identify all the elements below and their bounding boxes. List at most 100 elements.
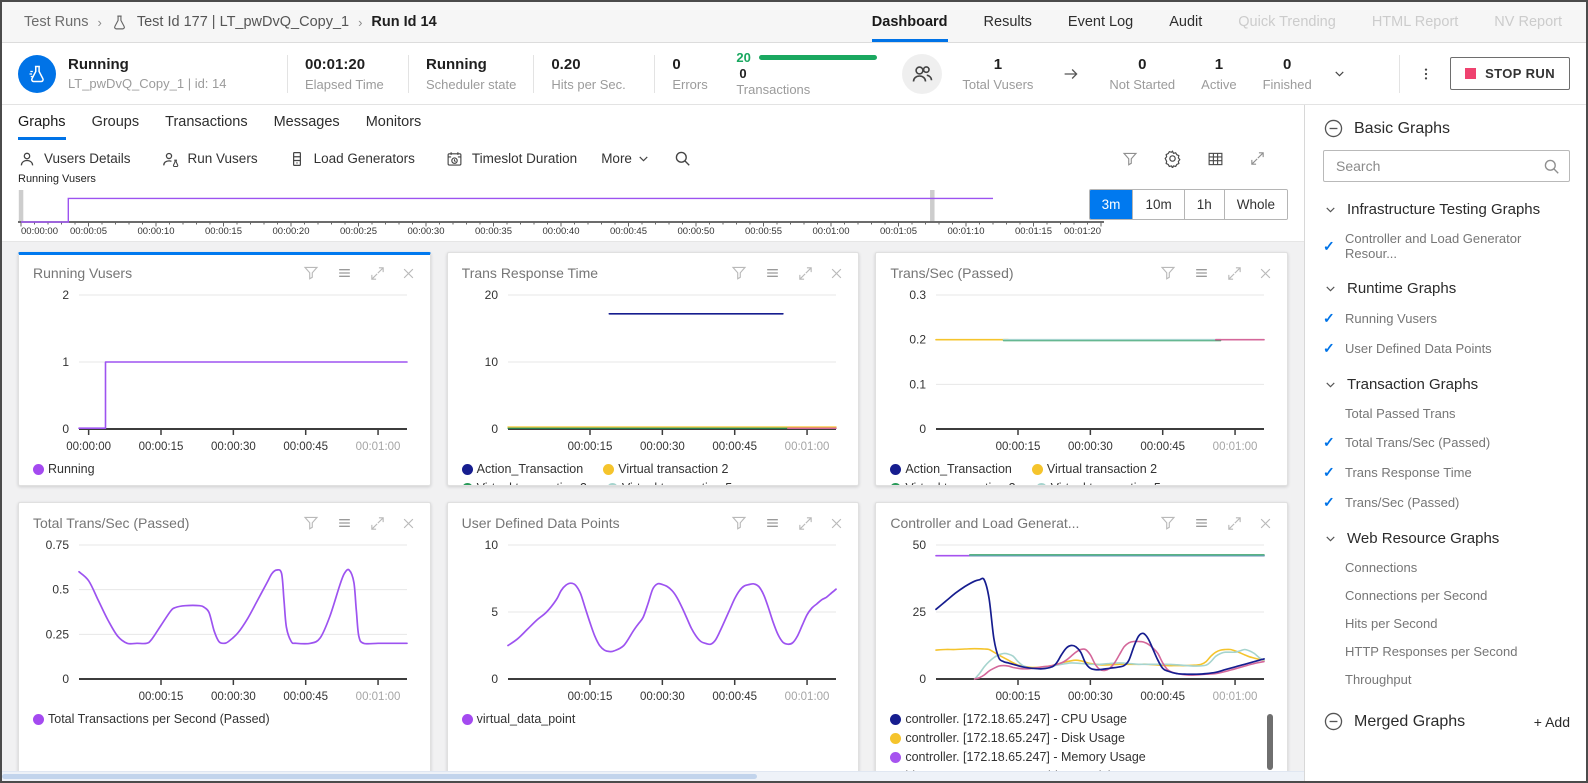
tab-messages[interactable]: Messages xyxy=(274,114,340,140)
breadcrumb-test-id[interactable]: Test Id 177 | LT_pwDvQ_Copy_1 xyxy=(137,14,349,30)
close-icon[interactable] xyxy=(1258,516,1273,531)
close-icon[interactable] xyxy=(1258,266,1273,281)
legend-item[interactable]: Running xyxy=(33,462,95,476)
close-icon[interactable] xyxy=(829,516,844,531)
report-tab-dashboard[interactable]: Dashboard xyxy=(872,2,948,42)
legend-item[interactable]: Virtual transaction 2 xyxy=(1032,462,1157,476)
legend-item[interactable]: Virtual transaction 5 xyxy=(607,481,732,486)
filter-icon[interactable] xyxy=(730,264,748,282)
scrollbar-thumb[interactable] xyxy=(2,774,757,779)
sidebar-group-runtime-graphs[interactable]: Runtime Graphs xyxy=(1323,280,1570,297)
graph-card-user-defined-data-points[interactable]: User Defined Data Points051000:00:1500:0… xyxy=(447,502,860,771)
filter-icon[interactable] xyxy=(1121,150,1139,168)
more-actions-kebab-icon[interactable] xyxy=(1418,64,1434,84)
sidebar-item-throughput[interactable]: Throughput xyxy=(1323,672,1570,687)
legend-item[interactable]: Action_Transaction xyxy=(890,462,1012,476)
sidebar-item-trans-response-time[interactable]: ✓Trans Response Time xyxy=(1323,464,1570,481)
sidebar-group-web-resource-graphs[interactable]: Web Resource Graphs xyxy=(1323,530,1570,547)
settings-icon[interactable] xyxy=(1163,149,1182,168)
graph-card-controller-and-load-generat[interactable]: Controller and Load Generat...0255000:00… xyxy=(875,502,1288,771)
filter-icon[interactable] xyxy=(302,264,320,282)
time-range-whole[interactable]: Whole xyxy=(1224,190,1287,219)
hamburger-icon[interactable] xyxy=(335,515,354,531)
sidebar-item-hits-per-second[interactable]: Hits per Second xyxy=(1323,616,1570,631)
sidebar-item-total-passed-trans[interactable]: Total Passed Trans xyxy=(1323,406,1570,421)
search-icon[interactable] xyxy=(1542,157,1561,176)
time-range-1h[interactable]: 1h xyxy=(1184,190,1224,219)
hamburger-icon[interactable] xyxy=(1192,515,1211,531)
hamburger-icon[interactable] xyxy=(1192,265,1211,281)
filter-icon[interactable] xyxy=(302,514,320,532)
timeline-chart[interactable]: 00:00:0000:00:0500:00:1000:00:1500:00:20… xyxy=(18,186,1104,236)
legend-item[interactable]: controller. [172.18.65.247] - CPU Usage xyxy=(890,712,1127,726)
vusers-timeline[interactable]: Running Vusers 00:00:0000:00:0500:00:100… xyxy=(18,173,1075,236)
close-icon[interactable] xyxy=(401,266,416,281)
report-tab-results[interactable]: Results xyxy=(984,2,1032,42)
graph-card-trans-response-time[interactable]: Trans Response Time0102000:00:1500:00:30… xyxy=(447,252,860,486)
legend-item[interactable]: Action_Transaction xyxy=(462,462,584,476)
run-vusers-button[interactable]: Run Vusers xyxy=(161,150,258,168)
expand-icon[interactable] xyxy=(1226,515,1243,532)
graph-card-total-trans-sec-passed[interactable]: Total Trans/Sec (Passed)00.250.50.7500:0… xyxy=(18,502,431,771)
time-range-3m[interactable]: 3m xyxy=(1090,190,1133,219)
legend-item[interactable]: virtual_data_point xyxy=(462,712,576,726)
legend-item[interactable]: Virtual transaction 2 xyxy=(603,462,728,476)
expand-icon[interactable] xyxy=(369,515,386,532)
sidebar-item-connections-per-second[interactable]: Connections per Second xyxy=(1323,588,1570,603)
vusers-details-button[interactable]: Vusers Details xyxy=(18,150,131,168)
sidebar-group-infrastructure-testing-graphs[interactable]: Infrastructure Testing Graphs xyxy=(1323,201,1570,218)
expand-icon[interactable] xyxy=(1249,150,1266,167)
expand-icon[interactable] xyxy=(1226,265,1243,282)
filter-icon[interactable] xyxy=(1159,514,1177,532)
legend-scrollbar-thumb[interactable] xyxy=(1267,714,1273,770)
basic-graphs-header[interactable]: Basic Graphs xyxy=(1323,118,1570,139)
filter-icon[interactable] xyxy=(1159,264,1177,282)
breadcrumb-test-runs[interactable]: Test Runs xyxy=(24,14,88,30)
sidebar-item-http-responses-per-second[interactable]: HTTP Responses per Second xyxy=(1323,644,1570,659)
vusers-expand-chevron[interactable] xyxy=(1332,66,1347,81)
legend-item[interactable]: Total Transactions per Second (Passed) xyxy=(33,712,270,726)
timeslot-duration-button[interactable]: Timeslot Duration xyxy=(445,150,577,168)
collapse-icon[interactable] xyxy=(1323,711,1344,732)
tab-transactions[interactable]: Transactions xyxy=(165,114,247,140)
close-icon[interactable] xyxy=(829,266,844,281)
tab-graphs[interactable]: Graphs xyxy=(18,114,66,140)
hamburger-icon[interactable] xyxy=(763,515,782,531)
sidebar-item-connections[interactable]: Connections xyxy=(1323,560,1570,575)
report-tab-audit[interactable]: Audit xyxy=(1169,2,1202,42)
stop-run-button[interactable]: STOP RUN xyxy=(1450,57,1570,90)
close-icon[interactable] xyxy=(401,516,416,531)
expand-icon[interactable] xyxy=(797,265,814,282)
sidebar-item-total-trans-sec-passed[interactable]: ✓Total Trans/Sec (Passed) xyxy=(1323,434,1570,451)
hamburger-icon[interactable] xyxy=(763,265,782,281)
legend-item[interactable]: controller. [172.18.65.247] - Memory Usa… xyxy=(890,750,1145,764)
graph-card-running-vusers[interactable]: Running Vusers01200:00:0000:00:1500:00:3… xyxy=(18,252,431,486)
legend-item[interactable]: Virtual transaction 3 xyxy=(890,481,1015,486)
expand-icon[interactable] xyxy=(797,515,814,532)
sidebar-item-user-defined-data-points[interactable]: ✓User Defined Data Points xyxy=(1323,340,1570,357)
timeline-brush-handle[interactable] xyxy=(930,190,935,221)
sidebar-item-running-vusers[interactable]: ✓Running Vusers xyxy=(1323,310,1570,327)
search-icon[interactable] xyxy=(673,149,692,168)
table-icon[interactable] xyxy=(1206,150,1225,168)
report-tab-event-log[interactable]: Event Log xyxy=(1068,2,1133,42)
sidebar-search-input[interactable] xyxy=(1334,157,1542,175)
time-range-10m[interactable]: 10m xyxy=(1132,190,1183,219)
legend-item[interactable]: controller. [172.18.65.247] - Disk Usage xyxy=(890,731,1125,745)
tab-groups[interactable]: Groups xyxy=(92,114,140,140)
horizontal-scrollbar[interactable] xyxy=(2,771,1304,781)
sidebar-group-transaction-graphs[interactable]: Transaction Graphs xyxy=(1323,376,1570,393)
legend-item[interactable]: Virtual transaction 3 xyxy=(462,481,587,486)
collapse-icon[interactable] xyxy=(1323,118,1344,139)
add-merged-graph-button[interactable]: + Add xyxy=(1534,714,1570,730)
filter-icon[interactable] xyxy=(730,514,748,532)
hamburger-icon[interactable] xyxy=(335,265,354,281)
graph-card-trans-sec-passed[interactable]: Trans/Sec (Passed)00.10.20.300:00:1500:0… xyxy=(875,252,1288,486)
more-menu-button[interactable]: More xyxy=(601,151,651,166)
timeline-brush-handle[interactable] xyxy=(19,190,24,221)
expand-icon[interactable] xyxy=(369,265,386,282)
tab-monitors[interactable]: Monitors xyxy=(366,114,422,140)
load-generators-button[interactable]: Load Generators xyxy=(288,150,415,168)
sidebar-item-controller-and-load-generator-resour[interactable]: ✓Controller and Load Generator Resour... xyxy=(1323,231,1570,261)
legend-item[interactable]: Virtual transaction 5 xyxy=(1036,481,1161,486)
